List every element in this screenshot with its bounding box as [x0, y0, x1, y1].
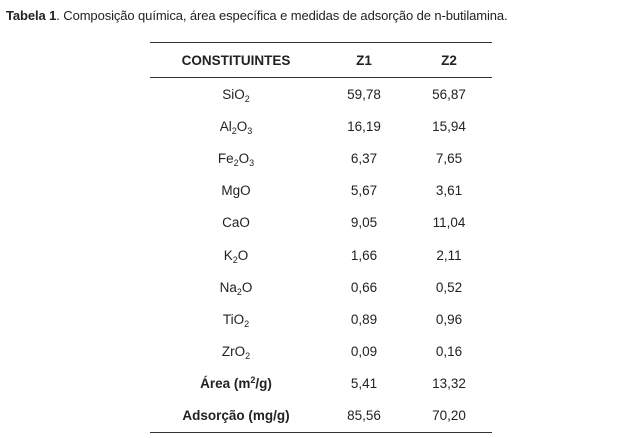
table-row: TiO2 0,89 0,96	[150, 303, 492, 335]
value-z2: 15,94	[432, 118, 466, 134]
subscript: 2	[236, 286, 242, 297]
constituent-tail: O	[237, 247, 249, 263]
constituent-base: Fe	[217, 150, 234, 166]
constituent-name: K2O	[150, 239, 322, 271]
constituent-tail: O	[238, 150, 250, 166]
value-z2: 2,11	[436, 247, 462, 263]
table-row: Adsorção (mg/g) 85,56 70,20	[150, 399, 492, 434]
constituent-name: Área (m2/g)	[150, 368, 322, 400]
constituent-base: SiO	[222, 86, 245, 102]
value-z1: 5,67	[350, 183, 378, 199]
constituent-base: K	[223, 247, 233, 263]
subscript: 2	[245, 351, 251, 362]
subscript: 2	[233, 157, 239, 168]
header-z1: Z1	[322, 42, 406, 78]
value-z2: 11,04	[432, 215, 466, 231]
constituent-base: ZrO	[221, 344, 246, 360]
value-z2: 0,16	[435, 344, 463, 360]
table-header-row: CONSTITUINTES Z1 Z2	[150, 42, 492, 78]
subscript: 3	[247, 125, 253, 136]
value-z1: 1,66	[350, 247, 378, 263]
superscript: 2	[250, 375, 256, 386]
constituent-name: Na2O	[150, 271, 322, 303]
constituent-tail: O	[236, 118, 248, 134]
subscript: 2	[232, 254, 238, 265]
value-z1: 85,56	[322, 399, 406, 434]
subscript: 2	[244, 318, 250, 329]
table-row: Fe2O3 6,37 7,65	[150, 142, 492, 174]
header-constituintes: CONSTITUINTES	[150, 42, 322, 78]
value-z1: 0,09	[350, 344, 378, 360]
value-z2: 3,61	[435, 183, 463, 199]
constituent-name: SiO2	[150, 78, 322, 111]
value-z1: 0,89	[350, 311, 378, 327]
constituent-base: Adsorção (mg/g)	[182, 408, 290, 424]
value-z2: 0,96	[435, 311, 463, 327]
constituent-base: TiO	[222, 311, 245, 327]
table-row: Al2O3 16,19 15,94	[150, 110, 492, 142]
table-row: SiO2 59,78 56,87	[150, 78, 492, 111]
table-row: Área (m2/g) 5,41 13,32	[150, 368, 492, 400]
value-z1: 59,78	[347, 86, 381, 102]
value-z2: 56,87	[432, 86, 466, 102]
table-row: K2O 1,66 2,11	[150, 239, 492, 271]
table-row: CaO 9,05 11,04	[150, 207, 492, 239]
value-z1: 5,41	[350, 376, 378, 392]
constituent-name: Adsorção (mg/g)	[150, 399, 322, 434]
constituent-tail: O	[241, 279, 253, 295]
constituent-name: MgO	[150, 175, 322, 207]
constituent-name: ZrO2	[150, 336, 322, 368]
table-caption: Tabela 1. Composição química, área espec…	[6, 8, 640, 23]
constituent-base: Na	[219, 279, 237, 295]
constituent-name: CaO	[150, 207, 322, 239]
constituent-name: TiO2	[150, 303, 322, 335]
constituent-tail: /g)	[255, 376, 272, 392]
value-z2: 0,52	[435, 279, 463, 295]
table-row: ZrO2 0,09 0,16	[150, 336, 492, 368]
caption-label: Tabela 1	[6, 8, 57, 23]
composition-table: CONSTITUINTES Z1 Z2 SiO2 59,78 56,87 Al2O3 1…	[150, 42, 492, 434]
subscript: 2	[231, 125, 237, 136]
caption-text: . Composição química, área específica e …	[56, 8, 508, 23]
value-z2: 70,20	[406, 399, 492, 434]
constituent-base: CaO	[222, 215, 250, 231]
constituent-base: Área (m	[200, 376, 251, 392]
constituent-base: Al	[219, 118, 232, 134]
constituent-base: MgO	[221, 183, 251, 199]
value-z2: 13,32	[432, 376, 466, 392]
subscript: 3	[249, 157, 255, 168]
subscript: 2	[244, 93, 250, 104]
value-z1: 0,66	[350, 279, 378, 295]
value-z1: 9,05	[350, 215, 378, 231]
header-z2: Z2	[406, 42, 492, 78]
constituent-name: Al2O3	[150, 110, 322, 142]
table-row: Na2O 0,66 0,52	[150, 271, 492, 303]
value-z1: 16,19	[347, 118, 381, 134]
constituent-name: Fe2O3	[150, 142, 322, 174]
value-z1: 6,37	[350, 150, 378, 166]
value-z2: 7,65	[435, 150, 463, 166]
table-row: MgO 5,67 3,61	[150, 175, 492, 207]
